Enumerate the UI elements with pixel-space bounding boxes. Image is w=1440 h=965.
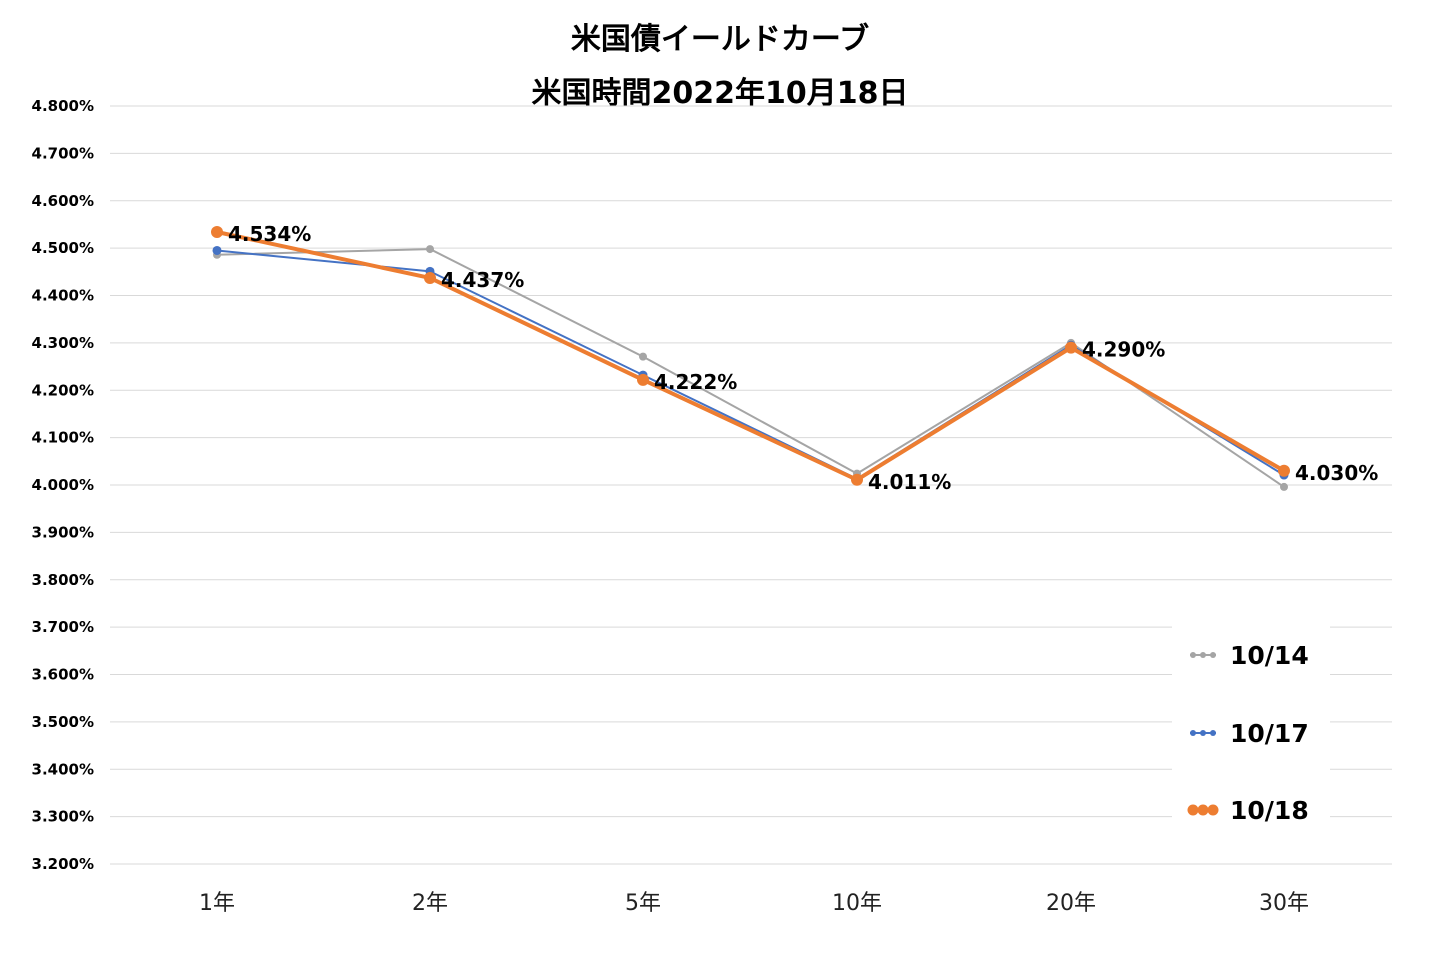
x-tick-label: 5年: [625, 891, 661, 916]
x-tick-label: 2年: [412, 891, 448, 916]
y-tick-label: 4.700%: [32, 144, 94, 162]
data-label: 4.290%: [1082, 338, 1165, 362]
x-tick-label: 10年: [832, 891, 882, 916]
y-tick-label: 3.800%: [32, 571, 94, 589]
y-tick-label: 3.600%: [32, 666, 94, 684]
x-tick-label: 20年: [1046, 891, 1096, 916]
legend-marker: [1210, 730, 1216, 736]
y-tick-label: 4.300%: [32, 334, 94, 352]
legend-marker: [1197, 804, 1209, 816]
legend-marker: [1190, 652, 1196, 658]
legend-label: 10/14: [1230, 641, 1309, 670]
legend-label: 10/18: [1230, 796, 1309, 825]
y-tick-label: 4.800%: [32, 97, 94, 115]
legend-marker: [1187, 804, 1199, 816]
data-point: [426, 245, 434, 254]
data-label: 4.534%: [228, 222, 311, 246]
legend-marker: [1200, 730, 1206, 736]
data-point: [639, 352, 647, 361]
x-tick-label: 1年: [199, 891, 235, 916]
x-tick-label: 30年: [1259, 891, 1309, 916]
y-tick-label: 4.600%: [32, 192, 94, 210]
y-tick-label: 3.900%: [32, 523, 94, 541]
data-point: [851, 473, 863, 486]
data-point: [637, 373, 649, 386]
series-line-10-14: [216, 248, 1285, 488]
data-label: 4.437%: [441, 268, 524, 292]
y-tick-label: 4.000%: [32, 476, 94, 494]
chart-title-line-1: 米国債イールドカーブ: [570, 22, 870, 57]
legend-marker: [1207, 804, 1219, 816]
y-tick-label: 3.200%: [32, 855, 94, 873]
data-point: [212, 245, 222, 255]
data-point: [211, 226, 223, 239]
legend-marker: [1190, 730, 1196, 736]
data-label: 4.011%: [868, 470, 951, 494]
y-tick-label: 4.200%: [32, 381, 94, 399]
y-tick-label: 3.500%: [32, 713, 94, 731]
legend-label: 10/17: [1230, 719, 1309, 748]
y-tick-label: 3.400%: [32, 760, 94, 778]
y-tick-label: 4.500%: [32, 239, 94, 257]
data-point: [1065, 341, 1077, 354]
y-tick-label: 4.400%: [32, 287, 94, 305]
y-tick-label: 4.100%: [32, 429, 94, 447]
series-line-10-18: [216, 230, 1286, 482]
chart-title-line-2: 米国時間2022年10月18日: [531, 76, 909, 111]
data-label: 4.030%: [1295, 461, 1378, 485]
legend-marker: [1210, 652, 1216, 658]
legend-marker: [1200, 652, 1206, 658]
y-tick-label: 3.700%: [32, 618, 94, 636]
y-tick-label: 3.300%: [32, 808, 94, 826]
data-label: 4.222%: [654, 370, 737, 394]
data-point: [424, 271, 436, 284]
data-point: [1280, 482, 1288, 491]
series-line-10-17: [216, 249, 1285, 480]
data-point: [1278, 464, 1290, 477]
